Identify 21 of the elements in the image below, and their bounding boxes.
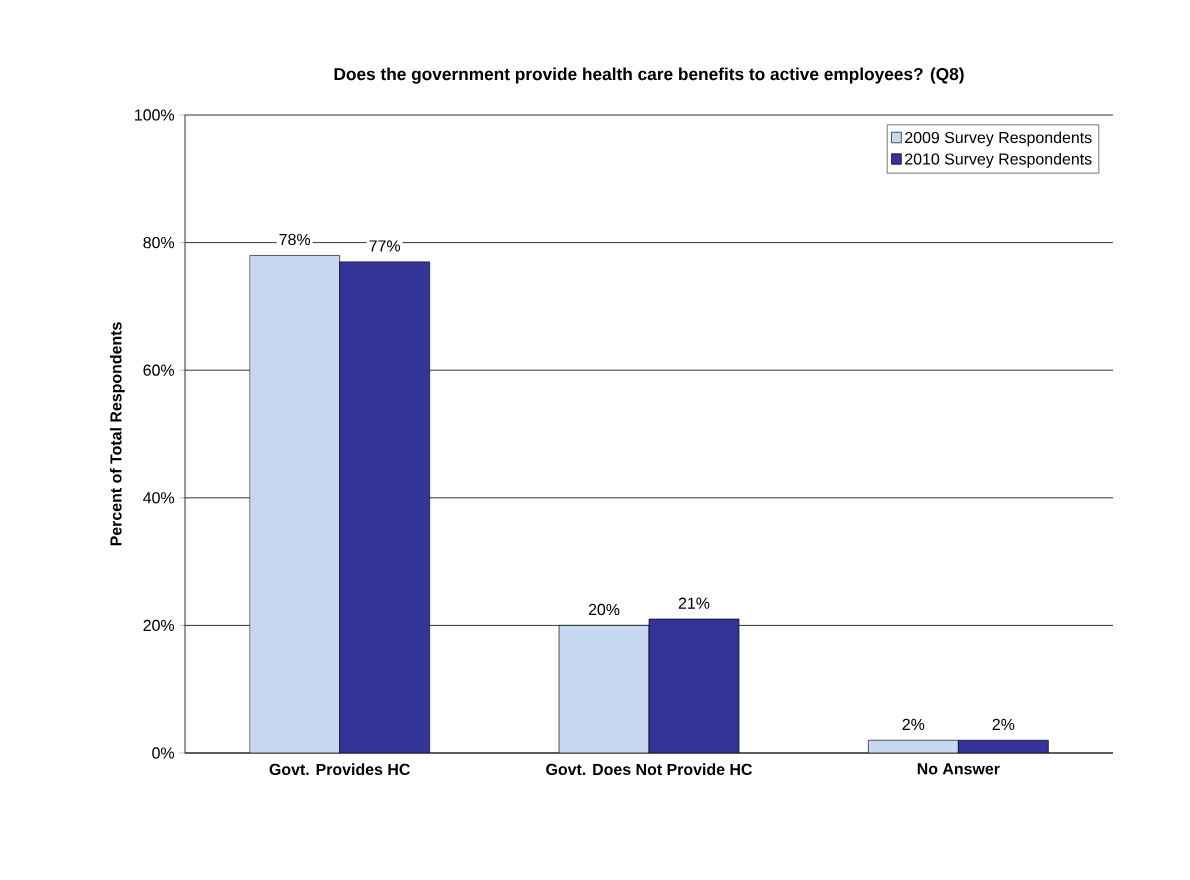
legend-label: 2010 Survey Respondents [905,152,1092,168]
y-tick-label: 40% [143,492,175,504]
x-tick-label: Govt. Provides HC [269,763,410,776]
y-tick-label: 0% [152,747,175,759]
y-tick-label: 100% [135,109,175,121]
legend-label: 2009 Survey Respondents [905,131,1092,147]
bar [558,625,650,753]
data-label: 21% [678,597,710,609]
y-axis-title: Percent of Total Respondents [109,322,125,546]
data-label: 2% [992,718,1015,730]
data-label: 2% [902,718,925,730]
y-tick-label: 20% [143,619,175,632]
bar [249,255,340,753]
y-tick-label: 80% [143,236,175,249]
data-label: 20% [588,603,620,616]
x-tick-label: No Answer [917,763,1000,775]
chart-title: Does the government provide health care benefits to active employees? (Q8) [334,67,964,84]
data-label: 77% [369,240,401,252]
x-tick-label: Govt. Does Not Provide HC [546,763,753,776]
y-tick-label: 60% [143,364,175,376]
data-label: 78% [279,233,311,246]
